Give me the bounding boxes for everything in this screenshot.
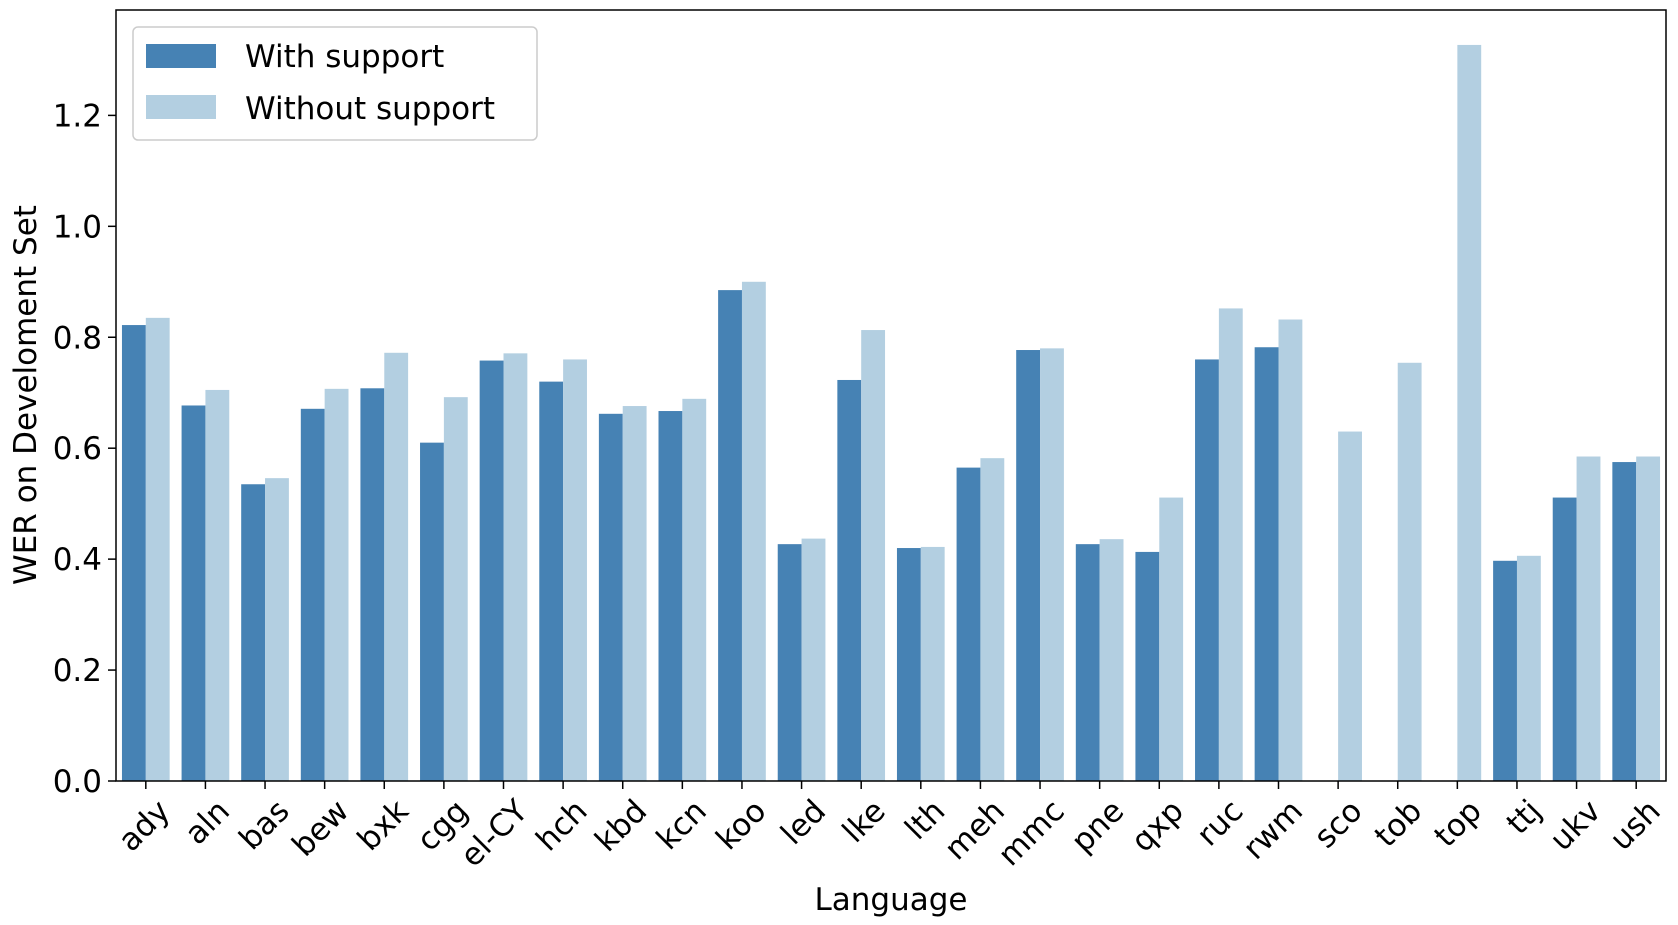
bar-with-support-meh [956,467,981,781]
bar-without-support-tob [1397,362,1422,781]
y-tick-label: 0.8 [53,320,102,356]
bar-with-support-hch [539,381,564,781]
bar-without-support-bew [324,388,349,781]
x-tick-label-ush: ush [1603,793,1668,858]
x-tick-label-tob: tob [1368,793,1429,854]
bar-without-support-aln [205,389,230,781]
bar-with-support-kcn [658,411,683,781]
bar-with-support-el-CY [479,360,504,781]
bar-without-support-mmc [1040,348,1064,781]
x-tick-label-ttj: ttj [1500,793,1549,842]
legend-swatch-without-support [146,95,216,119]
bar-with-support-ush [1612,462,1637,781]
x-tick-label-bxk: bxk [351,793,416,858]
bar-without-support-rwm [1278,319,1303,781]
bar-with-support-ruc [1195,359,1219,781]
x-tick-label-sco: sco [1307,793,1369,855]
bar-without-support-bas [265,478,289,781]
y-tick-label: 0.2 [53,653,102,689]
bar-without-support-pne [1099,539,1124,781]
bar-without-support-kbd [622,406,647,781]
bar-with-support-lth [896,548,921,781]
x-tick-label-rwm: rwm [1236,793,1310,867]
bar-without-support-ukv [1576,456,1601,781]
bar-with-support-mmc [1016,350,1041,781]
bar-with-support-qxp [1135,551,1160,781]
bar-without-support-bxk [384,352,409,781]
bar-without-support-ush [1636,456,1661,781]
y-tick-label: 1.0 [53,209,102,245]
bars-group [121,44,1661,781]
bar-without-support-ady [145,317,170,781]
bar-without-support-lke [861,330,886,781]
x-tick-label-mmc: mmc [991,793,1071,873]
bar-without-support-kcn [682,398,707,781]
x-tick-label-aln: aln [178,793,237,852]
legend-label-with-support: With support [245,39,444,75]
bar-without-support-meh [980,458,1005,781]
bar-without-support-cgg [443,397,468,781]
bar-with-support-bxk [360,388,385,781]
bar-with-support-cgg [420,442,444,781]
x-tick-label-top: top [1427,793,1488,854]
x-tick-label-ady: ady [112,793,178,859]
y-tick-label: 0.4 [53,542,102,578]
bar-with-support-ttj [1493,560,1517,781]
bar-with-support-lke [837,379,862,781]
x-tick-label-kcn: kcn [650,793,714,857]
bar-with-support-bew [300,408,325,781]
y-tick-label: 0.0 [53,764,102,800]
bar-without-support-ttj [1516,555,1541,781]
y-axis-label: WER on Develoment Set [8,205,44,585]
bar-without-support-el-CY [503,353,528,781]
x-tick-label-qxp: qxp [1125,793,1191,859]
bar-with-support-ukv [1552,497,1577,781]
plot-frame [115,9,1667,782]
x-tick-label-lke: lke [836,793,893,850]
x-tick-label-bew: bew [285,793,356,864]
bar-with-support-aln [181,405,206,781]
bar-with-support-pne [1075,544,1100,781]
bar-with-support-ady [121,325,146,781]
x-tick-label-hch: hch [529,793,594,858]
bar-without-support-sco [1338,431,1362,781]
x-tick-label-ukv: ukv [1543,793,1608,858]
bar-without-support-qxp [1159,497,1184,781]
x-tick-label-el-CY: el-CY [454,793,535,874]
x-tick-label-koo: koo [709,793,773,857]
y-axis-ticks: 0.0 0.2 0.4 0.6 0.8 1.0 1.2 [53,98,116,800]
x-tick-label-kbd: kbd [588,793,654,859]
bar-with-support-kbd [598,413,623,781]
bar-with-support-led [777,544,802,781]
y-tick-label: 1.2 [53,98,102,134]
x-axis-label: Language [815,882,968,918]
x-tick-label-pne: pne [1064,793,1131,860]
bar-with-support-rwm [1254,347,1279,781]
bar-with-support-koo [718,290,742,781]
bar-without-support-ruc [1218,308,1243,781]
bar-without-support-top [1457,44,1482,781]
bar-without-support-hch [563,359,587,781]
bar-with-support-bas [241,484,266,781]
bar-without-support-koo [741,281,766,781]
y-tick-label: 0.6 [53,431,102,467]
legend-frame [132,26,538,141]
x-tick-label-led: led [774,793,833,852]
x-tick-label-bas: bas [232,793,296,857]
legend-label-without-support: Without support [245,91,495,127]
legend-swatch-with-support [146,44,216,68]
legend: With support Without support [132,26,538,141]
bar-without-support-led [801,538,826,781]
bar-without-support-lth [920,546,945,781]
